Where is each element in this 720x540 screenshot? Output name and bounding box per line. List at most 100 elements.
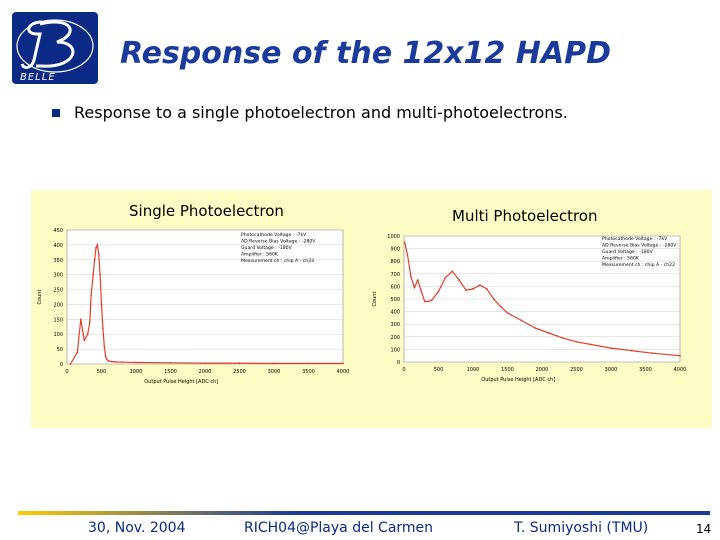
- x-tick-label: 1000: [467, 367, 480, 373]
- data-series-line: [404, 242, 681, 357]
- data-point: [86, 333, 89, 336]
- y-tick-label: 400: [390, 310, 400, 316]
- multi-photoelectron-title: Multi Photoelectron: [452, 207, 598, 225]
- measurement-note: Amplifier : 560K: [602, 256, 640, 262]
- data-point: [406, 254, 409, 256]
- data-point: [534, 327, 536, 329]
- data-point: [479, 284, 481, 287]
- data-point: [420, 290, 423, 293]
- footer-event: RICH04@Playa del Carmen: [244, 520, 434, 536]
- data-point: [499, 305, 502, 308]
- data-point: [107, 360, 110, 362]
- data-point: [403, 241, 406, 244]
- measurement-note: Measurement ch : chip A - ch22: [602, 262, 675, 268]
- y-tick-label: 600: [390, 284, 400, 290]
- measurement-note: Amplifier : 560K: [241, 252, 279, 258]
- data-point: [520, 319, 523, 322]
- x-tick-label: 3000: [605, 367, 618, 373]
- data-point: [204, 362, 206, 365]
- data-point: [651, 352, 654, 355]
- data-point: [575, 340, 578, 343]
- logo-text: BELLE: [20, 72, 56, 83]
- x-tick-label: 3500: [302, 369, 315, 375]
- y-tick-label: 200: [390, 335, 400, 341]
- data-point: [95, 246, 97, 249]
- data-point: [79, 318, 82, 321]
- y-tick-label: 450: [53, 228, 63, 234]
- data-point: [96, 243, 99, 246]
- single-photoelectron-chart: 0 50 100 150 200 250 300 350 400 450 0 500 1000 1500 2…: [37, 228, 350, 385]
- data-point: [416, 279, 419, 281]
- data-point: [100, 303, 103, 306]
- data-point: [561, 337, 564, 339]
- x-tick-label: 3500: [639, 367, 652, 373]
- x-tick-label: 0: [65, 369, 68, 375]
- data-point: [103, 345, 106, 348]
- x-tick-label: 4000: [674, 367, 687, 373]
- y-tick-label: 250: [53, 288, 63, 294]
- y-tick-label: 400: [53, 243, 63, 249]
- data-point: [589, 343, 592, 346]
- x-tick-label: 2500: [233, 369, 246, 375]
- data-point: [610, 347, 612, 350]
- data-point: [307, 362, 310, 365]
- data-point: [444, 276, 447, 279]
- data-point: [413, 286, 416, 289]
- y-tick-label: 1000: [387, 234, 400, 240]
- data-point: [114, 361, 117, 363]
- belle-logo: BELLE: [12, 12, 98, 84]
- data-point: [99, 273, 102, 276]
- data-point: [69, 363, 72, 365]
- data-point: [506, 311, 509, 314]
- data-point: [430, 299, 433, 302]
- x-tick-label: 500: [97, 369, 107, 375]
- data-point: [93, 258, 96, 261]
- y-tick-label: 300: [390, 322, 400, 328]
- y-tick-label: 900: [390, 247, 400, 253]
- y-tick-label: 100: [390, 347, 400, 353]
- measurement-note: AD Reverse Bias Voltage : -280V: [602, 243, 677, 249]
- x-axis-label: Output Pulse Height [ADC ch]: [481, 377, 555, 383]
- y-axis-label: Count: [37, 290, 43, 305]
- data-point: [492, 298, 495, 300]
- data-point: [92, 273, 95, 276]
- data-point: [458, 279, 461, 281]
- x-tick-label: 500: [434, 367, 444, 373]
- data-point: [485, 288, 488, 290]
- plot-area: [66, 229, 344, 365]
- x-tick-label: 2000: [199, 369, 212, 375]
- data-point: [97, 252, 100, 255]
- data-point: [423, 300, 426, 303]
- y-tick-label: 800: [390, 259, 400, 265]
- page-number: 14: [696, 522, 712, 536]
- data-point: [135, 361, 137, 364]
- measurement-note: Photocathode Voltage : -7kV: [602, 236, 668, 242]
- belle-b-icon: [16, 19, 94, 73]
- data-point: [121, 361, 124, 364]
- data-point: [83, 339, 86, 342]
- data-point: [437, 290, 440, 293]
- bullet-text: Response to a single photoelectron and m…: [74, 103, 568, 122]
- data-point: [679, 354, 681, 357]
- x-axis-label: Output Pulse Height [ADC ch]: [144, 379, 218, 385]
- data-point: [630, 349, 633, 352]
- data-point: [101, 327, 104, 330]
- x-tick-label: 2500: [570, 367, 583, 373]
- y-tick-label: 0: [397, 360, 400, 366]
- data-point: [90, 294, 93, 297]
- y-tick-label: 150: [53, 317, 63, 323]
- x-tick-label: 2000: [536, 367, 549, 373]
- footer-date: 30, Nov. 2004: [88, 520, 186, 536]
- y-axis-label: Count: [372, 292, 378, 307]
- x-tick-label: 4000: [337, 369, 350, 375]
- y-tick-label: 300: [53, 273, 63, 279]
- data-point: [238, 362, 241, 365]
- measurement-note: Measurement ch : chip A - ch33: [241, 258, 314, 264]
- data-point: [548, 332, 550, 334]
- x-tick-label: 1500: [164, 369, 177, 375]
- measurement-note: Guard Voltage : -180V: [602, 249, 654, 255]
- data-point: [88, 321, 91, 324]
- x-tick-label: 3000: [268, 369, 281, 375]
- y-tick-label: 350: [53, 258, 63, 264]
- x-tick-label: 1500: [501, 367, 514, 373]
